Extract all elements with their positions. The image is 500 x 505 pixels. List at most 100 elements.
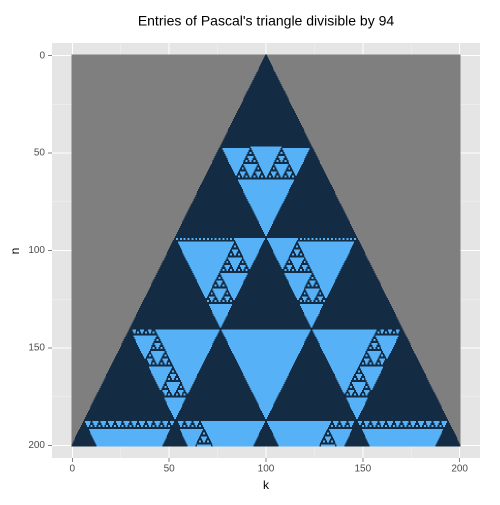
tile-run (274, 163, 289, 167)
tile-run (375, 382, 430, 385)
tile-run (303, 159, 320, 163)
tile-run (194, 274, 218, 278)
tile-run (317, 339, 372, 342)
tile-run (204, 428, 262, 432)
tile-run (284, 198, 339, 202)
tile-run (288, 167, 291, 170)
tile-run (352, 393, 355, 396)
tile-run (363, 378, 366, 381)
tile-run (243, 167, 246, 170)
tile-run (151, 372, 170, 375)
tile-run (301, 265, 308, 268)
tile-run (297, 237, 300, 241)
tile-run (293, 181, 330, 184)
tile-run (292, 366, 331, 369)
tile-run (185, 257, 227, 260)
tile-run (168, 362, 171, 365)
tile-run (368, 442, 437, 445)
tile-run (297, 171, 326, 174)
tile-run (166, 362, 169, 365)
tile-run (333, 438, 348, 441)
tile-run (361, 370, 382, 373)
tile-run (384, 329, 389, 332)
tile-run (415, 422, 419, 426)
tile-run (213, 341, 228, 344)
tile-run (94, 440, 165, 443)
tile-run (210, 237, 213, 241)
tile-run (259, 222, 273, 225)
tile-run (307, 292, 318, 295)
tile-run (274, 159, 277, 163)
tile-run (223, 333, 309, 336)
tile-run (232, 249, 238, 252)
tile-run (252, 173, 257, 176)
tile-run (230, 307, 302, 311)
tile-run (254, 76, 278, 79)
tile-run (267, 422, 330, 426)
tile-run (362, 387, 371, 391)
tile-run (329, 290, 385, 293)
tile-run (278, 156, 285, 159)
x-tick-label: 200 (451, 464, 468, 475)
tile-run (241, 175, 244, 178)
tile-run (235, 253, 238, 256)
tile-run (109, 422, 114, 426)
tile-run (96, 444, 163, 447)
tile-run (240, 251, 259, 254)
tile-run (378, 356, 387, 359)
tile-run (290, 261, 293, 264)
tile-run (249, 385, 283, 389)
tile-run (185, 214, 256, 217)
tile-run (159, 344, 164, 348)
tile-run (166, 354, 169, 357)
tile-run (123, 424, 126, 428)
tile-run (350, 385, 353, 389)
tile-run (244, 173, 249, 176)
tile-run (286, 265, 293, 268)
tile-run (152, 280, 198, 283)
tile-run (184, 399, 257, 402)
tile-run (167, 403, 183, 406)
tile-run (212, 288, 227, 291)
tile-run (383, 424, 386, 428)
tile-run (202, 430, 206, 433)
tile-run (88, 424, 91, 428)
tile-run (364, 352, 369, 356)
tile-run (267, 415, 356, 418)
tile-run (297, 241, 355, 244)
tile-run (245, 156, 248, 159)
tile-run (398, 331, 405, 334)
tile-run (138, 309, 212, 313)
tile-run (173, 415, 177, 418)
tile-run (303, 300, 306, 303)
tile-run (232, 304, 300, 307)
tile-run (326, 430, 330, 433)
tile-run (385, 331, 388, 334)
tile-run (270, 171, 277, 174)
tile-run (168, 393, 171, 396)
tile-run (192, 200, 249, 204)
tile-run (336, 424, 339, 428)
tile-run (300, 263, 309, 266)
tile-run (357, 366, 360, 369)
tile-run (113, 424, 116, 428)
tile-run (154, 420, 161, 424)
tile-run (403, 422, 408, 426)
tile-run (197, 444, 211, 447)
tile-run (337, 380, 352, 383)
tile-run (360, 376, 365, 379)
tile-run (228, 261, 231, 264)
tile-run (160, 343, 163, 346)
tile-run (360, 368, 383, 371)
tile-run (357, 420, 362, 424)
tile-run (219, 146, 251, 149)
tile-run (323, 292, 329, 295)
tile-run (227, 341, 305, 344)
tile-run (248, 87, 284, 91)
tile-run (313, 276, 316, 280)
tile-run (162, 343, 213, 346)
tile-run (239, 105, 293, 108)
tile-run (188, 208, 253, 211)
tile-run (167, 383, 179, 387)
tile-run (235, 113, 297, 116)
